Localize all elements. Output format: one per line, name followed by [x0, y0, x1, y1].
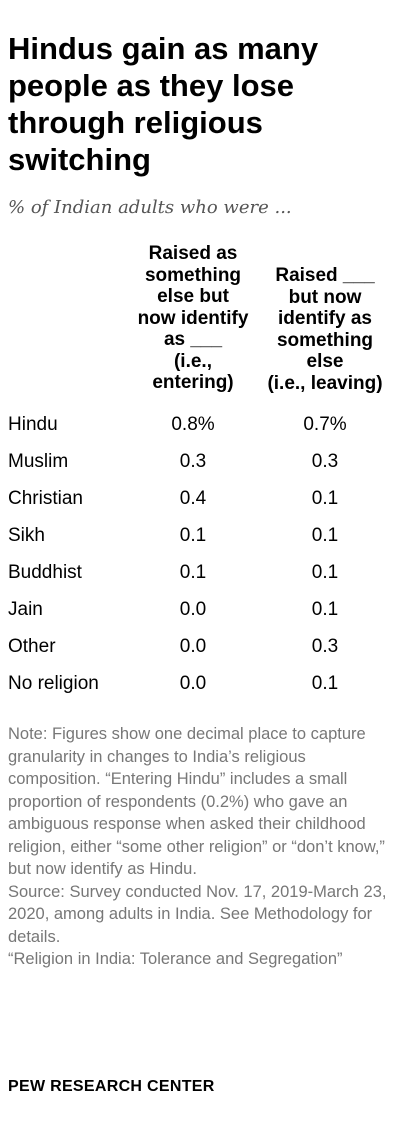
- table-row: Hindu 0.8% 0.7%: [0, 408, 400, 445]
- leaving-value: 0.1: [311, 525, 339, 546]
- brand-logo-text: PEW RESEARCH CENTER: [8, 1078, 215, 1095]
- table-row: No religion 0.0 0.1: [0, 667, 400, 704]
- leaving-value: 0.1: [311, 599, 339, 620]
- row-label: Muslim: [8, 451, 69, 472]
- entering-value: 0.4: [179, 488, 207, 509]
- entering-value: 0.0: [179, 599, 207, 620]
- row-label: Christian: [8, 488, 83, 509]
- entering-value: 0.8%: [171, 414, 215, 435]
- table-row: Other 0.0 0.3: [0, 630, 400, 667]
- entering-value: 0.1: [179, 525, 207, 546]
- row-label: No religion: [8, 673, 99, 694]
- row-label: Sikh: [8, 525, 45, 546]
- column-header-entering: Raised as something else but now identif…: [137, 243, 249, 393]
- footnotes: Note: Figures show one decimal place to …: [8, 723, 398, 971]
- row-label: Buddhist: [8, 562, 82, 583]
- chart-subtitle: % of Indian adults who were ...: [8, 197, 292, 218]
- row-label: Jain: [8, 599, 43, 620]
- entering-value: 0.0: [179, 673, 207, 694]
- source-text: Source: Survey conducted Nov. 17, 2019-M…: [8, 882, 387, 946]
- entering-value: 0.1: [179, 562, 207, 583]
- entering-value: 0.3: [179, 451, 207, 472]
- table-row: Muslim 0.3 0.3: [0, 445, 400, 482]
- leaving-value: 0.3: [311, 451, 339, 472]
- table-row: Sikh 0.1 0.1: [0, 519, 400, 556]
- leaving-value: 0.3: [311, 636, 339, 657]
- column-header-leaving: Raised ___ but now identify as something…: [267, 265, 383, 394]
- row-label: Other: [8, 636, 56, 657]
- entering-value: 0.0: [179, 636, 207, 657]
- leaving-value: 0.1: [311, 488, 339, 509]
- table-row: Buddhist 0.1 0.1: [0, 556, 400, 593]
- leaving-value: 0.1: [311, 562, 339, 583]
- row-label: Hindu: [8, 414, 58, 435]
- table-row: Christian 0.4 0.1: [0, 482, 400, 519]
- report-title: “Religion in India: Tolerance and Segreg…: [8, 950, 343, 968]
- leaving-value: 0.7%: [303, 414, 347, 435]
- chart-title: Hindus gain as many people as they lose …: [8, 31, 319, 177]
- leaving-value: 0.1: [311, 673, 339, 694]
- note-text: Note: Figures show one decimal place to …: [8, 725, 385, 878]
- table-row: Jain 0.0 0.1: [0, 593, 400, 630]
